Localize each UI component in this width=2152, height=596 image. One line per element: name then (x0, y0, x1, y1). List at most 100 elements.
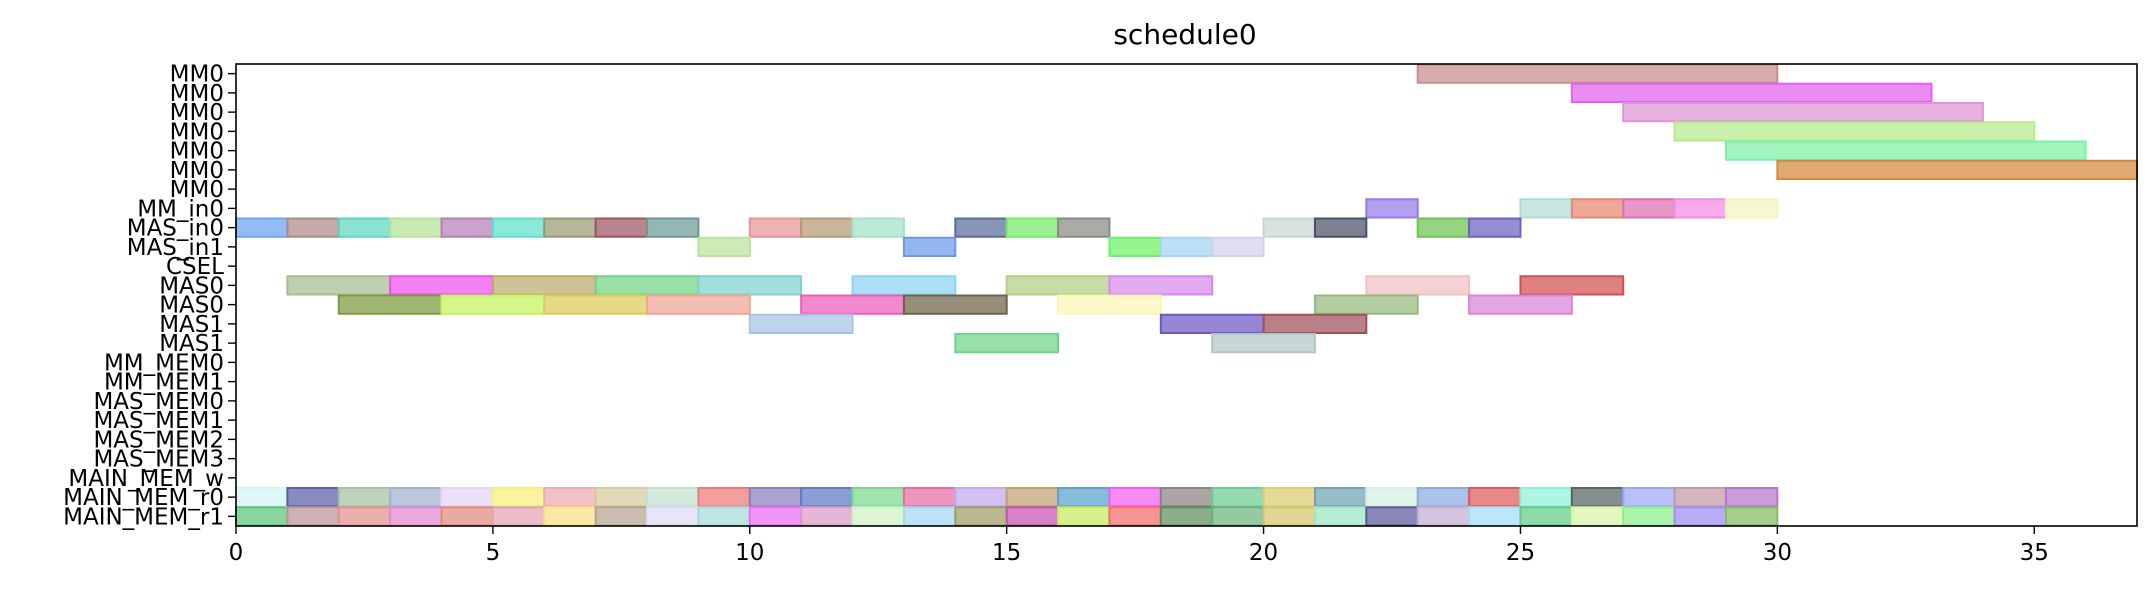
task-bar (1159, 487, 1214, 508)
task-bar (851, 487, 905, 508)
task-bar (440, 506, 494, 527)
task-bar (1005, 275, 1111, 296)
y-tick-label: MAS_in0 (127, 216, 224, 242)
task-bar (1365, 198, 1419, 219)
task-bar (902, 487, 957, 508)
y-tick-label: MM_MEM0 (104, 350, 224, 376)
x-tick-label: 0 (229, 540, 244, 566)
task-bar (1570, 506, 1625, 527)
task-bar (800, 294, 905, 315)
task-bar (337, 506, 392, 527)
task-bar (491, 487, 546, 508)
task-bar (1673, 506, 1727, 527)
task-bar (902, 236, 957, 257)
task-bar (646, 294, 751, 315)
y-tick-label: MM0 (170, 62, 224, 88)
y-tick-label: MAIN_MEM_r0 (63, 485, 224, 511)
task-bar (954, 487, 1008, 508)
x-tick-label: 30 (1763, 540, 1792, 566)
task-bar (1673, 487, 1727, 508)
y-tick-label: MAS_in1 (127, 235, 224, 261)
y-tick-label: MAS_MEM0 (93, 389, 224, 415)
task-bar (1057, 487, 1111, 508)
task-bar (440, 487, 494, 508)
task-bar (1519, 506, 1573, 527)
task-bar (594, 217, 649, 238)
task-bar (286, 275, 392, 296)
task-bar (440, 294, 546, 315)
x-tick-label: 35 (2020, 540, 2049, 566)
task-bar (954, 217, 1008, 238)
task-bar (1468, 487, 1522, 508)
task-bar (1108, 487, 1162, 508)
y-tick-label: MM0 (170, 139, 224, 165)
task-bar (1211, 506, 1265, 527)
task-bar (389, 217, 443, 238)
task-bar (1005, 217, 1060, 238)
task-bar (1313, 217, 1368, 238)
task-bar (1262, 313, 1368, 334)
task-bar (594, 487, 649, 508)
task-bar (748, 217, 803, 238)
task-bar (543, 294, 649, 315)
task-bar (697, 236, 751, 257)
task-bar (1159, 236, 1214, 257)
task-bar (954, 333, 1060, 354)
task-bar (1468, 506, 1522, 527)
task-bar (491, 506, 546, 527)
task-bar (851, 275, 957, 296)
task-bar (646, 506, 700, 527)
task-bar (594, 506, 649, 527)
task-bar (1211, 487, 1265, 508)
y-tick-label: MAIN_MEM_w (68, 466, 224, 492)
task-bar (1724, 487, 1779, 508)
task-bar (389, 275, 494, 296)
task-bar (1519, 198, 1573, 219)
task-bar (1622, 487, 1676, 508)
task-bar (1365, 487, 1419, 508)
task-bar (1365, 506, 1419, 527)
task-bar (1673, 121, 2036, 142)
task-bar (1622, 506, 1676, 527)
task-bar (389, 487, 443, 508)
y-tick-label: CSEL (166, 254, 224, 280)
y-tick-label: MAS_MEM2 (93, 427, 224, 453)
task-bar (748, 506, 803, 527)
task-bar (851, 217, 905, 238)
task-bar (286, 506, 340, 527)
chart-title: schedule0 (1113, 18, 1256, 51)
task-bar (697, 487, 751, 508)
task-bar (1211, 236, 1265, 257)
task-bar (1211, 333, 1316, 354)
bars-layer (235, 63, 2138, 527)
task-bar (1365, 275, 1471, 296)
y-tick-label: MAS0 (159, 293, 224, 319)
task-bar (902, 294, 1008, 315)
task-bar (337, 217, 392, 238)
task-bar (697, 275, 803, 296)
y-tick-label: MAS_MEM1 (93, 408, 224, 434)
x-tick-label: 5 (486, 540, 501, 566)
task-bar (491, 275, 597, 296)
y-tick-label: MAS_MEM3 (93, 447, 224, 473)
task-bar (1057, 217, 1111, 238)
task-bar (1724, 198, 1779, 219)
y-axis: MM0MM0MM0MM0MM0MM0MM0MM_in0MAS_in0MAS_in… (63, 62, 236, 530)
task-bar (1519, 275, 1625, 296)
y-tick-label: MAS1 (159, 331, 224, 357)
task-bar (1416, 217, 1471, 238)
task-bar (1570, 198, 1625, 219)
x-tick-label: 20 (1249, 540, 1278, 566)
task-bar (1673, 198, 1727, 219)
x-tick-label: 25 (1506, 540, 1535, 566)
task-bar (1724, 140, 2087, 161)
task-bar (800, 506, 854, 527)
x-axis: 0 5 10 15 20 25 30 35 (229, 526, 2049, 566)
task-bar (1057, 294, 1162, 315)
task-bar (491, 217, 546, 238)
task-bar (1313, 487, 1368, 508)
y-tick-label: MM0 (170, 158, 224, 184)
task-bar (286, 217, 340, 238)
y-tick-label: MM0 (170, 100, 224, 126)
